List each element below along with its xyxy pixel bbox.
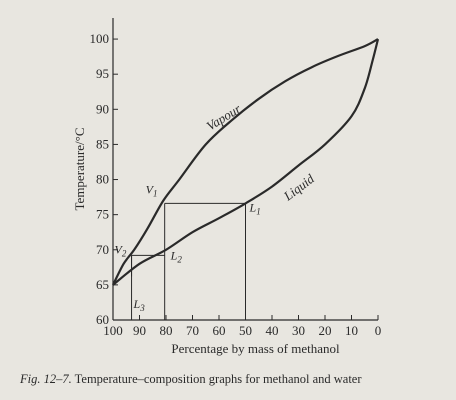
x-tick-label: 80 — [160, 323, 173, 338]
vapour-curve-label: Vapour — [204, 100, 245, 133]
y-tick-label: 70 — [96, 242, 109, 257]
x-tick-label: 10 — [345, 323, 358, 338]
x-axis-title: Percentage by mass of methanol — [171, 341, 340, 356]
point-label-v1: V1 — [146, 182, 158, 198]
y-tick-label: 85 — [96, 136, 109, 151]
y-tick-label: 75 — [96, 207, 109, 222]
x-tick-label: 30 — [292, 323, 305, 338]
vapour-curve — [112, 38, 379, 286]
point-label-l2: L2 — [170, 248, 183, 264]
y-tick-label: 95 — [96, 66, 109, 81]
y-tick-label: 90 — [96, 101, 109, 116]
curves — [112, 38, 380, 286]
x-tick-label: 0 — [375, 323, 382, 338]
x-tick-label: 20 — [319, 323, 332, 338]
figure-caption: Fig. 12–7. Temperature–composition graph… — [20, 372, 450, 387]
x-tick-label: 40 — [266, 323, 279, 338]
x-tick-label: 100 — [103, 323, 123, 338]
x-tick-label: 60 — [213, 323, 226, 338]
point-label-l3: L3 — [133, 297, 146, 313]
y-axis-title: Temperature/°C — [72, 128, 87, 211]
y-tick-label: 65 — [96, 277, 109, 292]
construction-lines — [131, 202, 246, 320]
point-label-v2: V2 — [115, 242, 127, 258]
point-label-l1: L1 — [249, 200, 261, 216]
y-tick-label: 60 — [96, 312, 109, 327]
x-tick-label: 90 — [133, 323, 146, 338]
liquid-curve — [112, 38, 380, 286]
x-tick-label: 50 — [239, 323, 252, 338]
caption-text: Temperature–composition graphs for metha… — [74, 372, 362, 386]
y-tick-label: 80 — [96, 172, 109, 187]
x-tick-label: 70 — [186, 323, 199, 338]
y-tick-label: 100 — [90, 31, 110, 46]
caption-fig-label: Fig. 12–7. — [20, 372, 72, 386]
